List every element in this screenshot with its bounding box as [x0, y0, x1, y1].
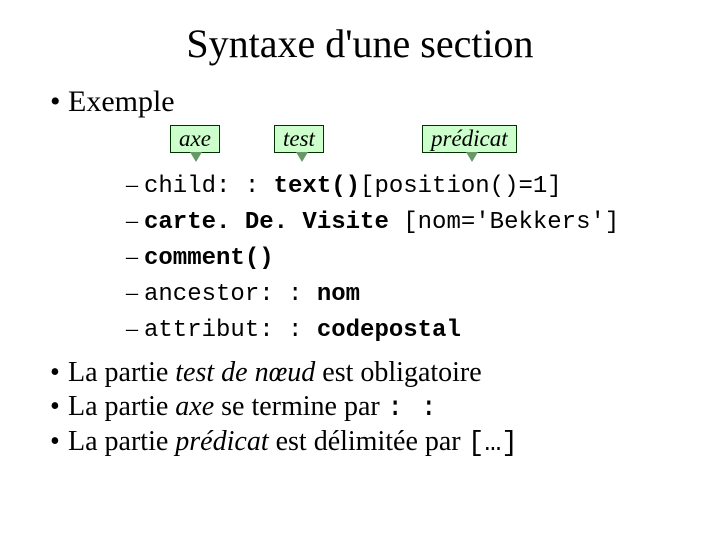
code-line-2: – carte. De. Visite [nom='Bekkers'] [126, 205, 670, 239]
seg-mono: […] [468, 428, 518, 459]
seg: La partie [68, 391, 175, 422]
seg: est obligatoire [315, 357, 481, 388]
code-line-1: – child: : text()[position()=1] [126, 169, 670, 203]
seg: [position()=1] [360, 173, 562, 200]
arrow-down-icon [190, 152, 202, 162]
seg: La partie [68, 357, 175, 388]
seg-mono: : : [387, 393, 437, 424]
seg-bold: codepostal [317, 317, 461, 344]
seg-bold: text() [274, 173, 360, 200]
seg-italic: axe [175, 391, 214, 422]
annot-box-predicat: prédicat [422, 125, 517, 153]
bullet-dot: • [50, 85, 68, 119]
seg: [nom='Bekkers'] [403, 209, 619, 236]
seg-bold: carte. De. Visite [144, 209, 403, 236]
note-3: •La partie prédicat est délimitée par […… [50, 426, 670, 459]
bullet-exemple: •Exemple [50, 85, 670, 119]
note-1: •La partie test de nœud est obligatoire [50, 357, 670, 389]
notes: •La partie test de nœud est obligatoire … [50, 357, 670, 459]
seg-italic: test de nœud [175, 357, 315, 388]
code-line-5: – attribut: : codepostal [126, 313, 670, 347]
seg-italic: prédicat [175, 426, 268, 457]
code-line-3: – comment() [126, 241, 670, 275]
slide: Syntaxe d'une section •Exemple axe test … [0, 0, 720, 540]
seg: child: : [144, 173, 274, 200]
code-examples: – child: : text()[position()=1] – carte.… [50, 169, 670, 347]
bullet-dot: • [50, 357, 68, 389]
exemple-label: Exemple [68, 85, 175, 118]
seg: ancestor: : [144, 281, 317, 308]
seg-bold: comment() [144, 245, 274, 272]
seg: se termine par [214, 391, 387, 422]
code-line-4: – ancestor: : nom [126, 277, 670, 311]
arrow-down-icon [296, 152, 308, 162]
page-title: Syntaxe d'une section [50, 20, 670, 67]
arrow-down-icon [466, 152, 478, 162]
bullet-dot: • [50, 426, 68, 458]
seg: La partie [68, 426, 175, 457]
annotation-row: axe test prédicat [140, 125, 670, 169]
annot-box-axe: axe [170, 125, 220, 153]
seg: attribut: : [144, 317, 317, 344]
seg: est délimitée par [269, 426, 468, 457]
seg-bold: nom [317, 281, 360, 308]
bullet-dot: • [50, 391, 68, 423]
note-2: •La partie axe se termine par : : [50, 391, 670, 424]
annot-box-test: test [274, 125, 324, 153]
